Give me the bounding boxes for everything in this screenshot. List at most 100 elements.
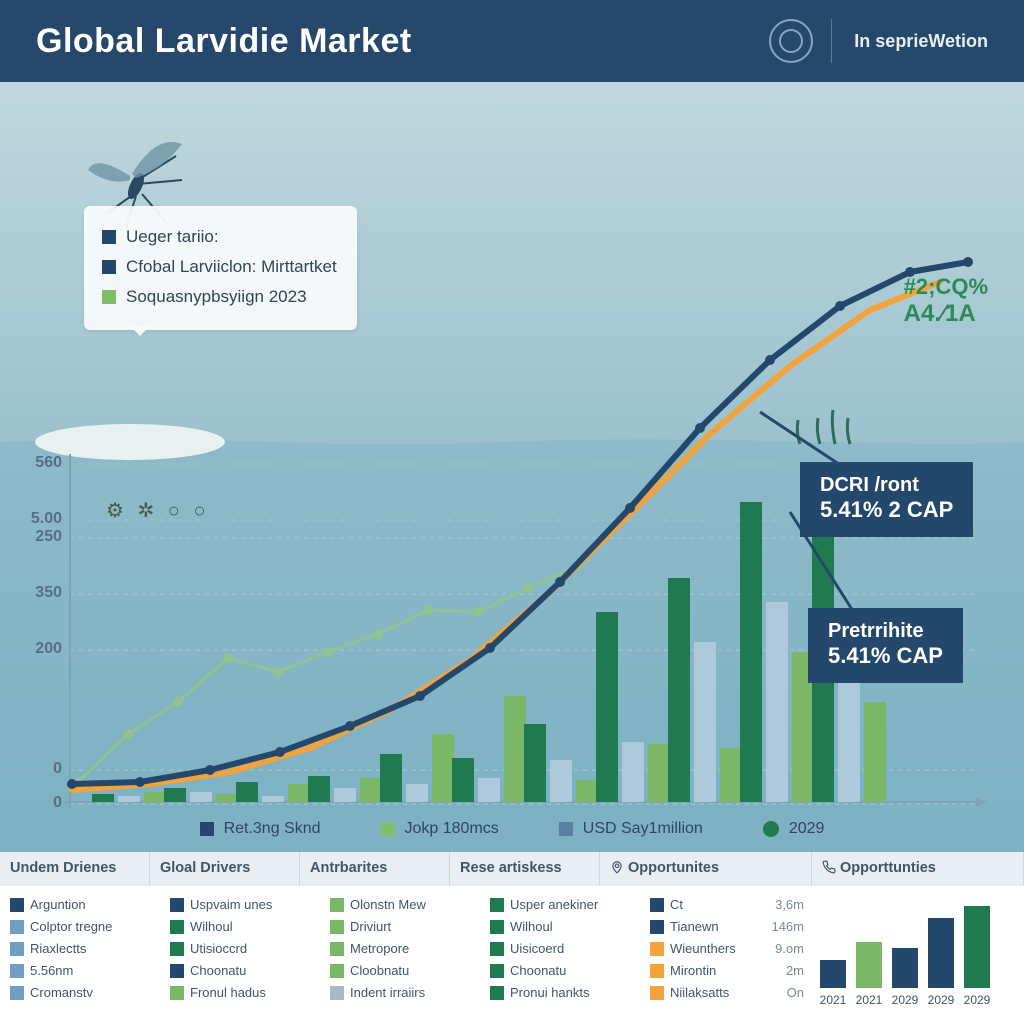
page-title: Global Larvidie Market [36, 22, 769, 61]
cagr-annotation: #2;CQ% A4.⁄1A [904, 274, 988, 328]
legend-item: Ret.3ng Sknd [200, 820, 321, 838]
cell-value: 9.om [775, 938, 804, 960]
legend-text: 2029 [789, 820, 825, 838]
svg-text:2029: 2029 [928, 993, 955, 1007]
swatch-icon [490, 898, 504, 912]
cell-label: Driviurt [350, 916, 391, 938]
swatch-icon [170, 986, 184, 1000]
cell-label: Cloobnatu [350, 960, 409, 982]
cell-label: Indent irraiirs [350, 982, 425, 1004]
cell-value: 3,6m [775, 894, 804, 916]
y-tick-label: 350 [22, 584, 62, 602]
legend-swatch [559, 822, 573, 836]
swatch-icon [330, 942, 344, 956]
footer-tab[interactable]: Opportunites [600, 852, 812, 886]
swatch-icon [330, 898, 344, 912]
legend-swatch [381, 822, 395, 836]
footer-cell: Wilhoul [170, 916, 324, 938]
swatch-icon [650, 964, 664, 978]
cell-value: On [787, 982, 804, 1004]
y-tick-label: 200 [22, 640, 62, 658]
legend-swatch [200, 822, 214, 836]
footer-cell: Choonatu [170, 960, 324, 982]
footer-cell: Choonatu [490, 960, 644, 982]
svg-text:2029: 2029 [964, 993, 991, 1007]
footer-column: Ct 3,6m Tianewn 146mWieunthers9.omMirontin2… [650, 894, 804, 1013]
footer-cell: Arguntion [10, 894, 164, 916]
svg-text:2021: 2021 [820, 993, 847, 1007]
swatch-icon [170, 942, 184, 956]
swatch-icon [490, 920, 504, 934]
cell-label: Riaxlectts [30, 938, 86, 960]
legend-swatch [102, 230, 116, 244]
brand-text: In seprieWetion [854, 31, 988, 52]
footer-cell: Wieunthers9.om [650, 938, 804, 960]
legend-dot [763, 821, 779, 837]
larvae-icon-row: ⚙ ✲ ○ ○ [106, 498, 210, 523]
footer-cell: Colptor tregne [10, 916, 164, 938]
footer-cell: Tianewn 146m [650, 916, 804, 938]
cell-value: 2m [786, 960, 804, 982]
footer-cell: Pronui hankts [490, 982, 644, 1004]
footer-tab[interactable]: Gloal Drivers [150, 852, 300, 886]
cell-value: 146m [771, 916, 804, 938]
swatch-icon [330, 964, 344, 978]
footer-cell: Wilhoul [490, 916, 644, 938]
cell-label: Tianewn [670, 916, 719, 938]
footer-tab[interactable]: Undem Drienes [0, 852, 150, 886]
footer: Undem DrienesGloal DriversAntrbaritesRes… [0, 852, 1024, 1024]
legend-item: 2029 [763, 820, 825, 838]
swatch-icon [490, 942, 504, 956]
cell-label: Uisicoerd [510, 938, 564, 960]
legend-box: Ueger tariio:Cfobal Larviiclon: Mirttart… [84, 206, 357, 330]
cell-label: Niilaksatts [670, 982, 729, 1004]
legend-swatch [102, 290, 116, 304]
swatch-icon [10, 942, 24, 956]
footer-column: Uspvaim unesWilhoulUtisioccrdChoonatuFro… [170, 894, 324, 1013]
y-tick-label: 5.00 [22, 510, 62, 528]
footer-column: Olonstn MewDriviurtMetroporeCloobnatuInd… [330, 894, 484, 1013]
callout-1-title: DCRI /ront [820, 474, 953, 497]
footer-cell: Cromanstv [10, 982, 164, 1004]
legend-item: USD Say1million [559, 820, 703, 838]
swatch-icon [650, 920, 664, 934]
swatch-icon [650, 942, 664, 956]
cell-label: Wilhoul [510, 916, 553, 938]
footer-cell: Uisicoerd [490, 938, 644, 960]
swatch-icon [490, 986, 504, 1000]
cell-label: Usper anekiner [510, 894, 598, 916]
callout-2-title: Pretrrihite [828, 620, 943, 643]
swatch-icon [10, 964, 24, 978]
footer-tab[interactable]: Opporttunties [812, 852, 1024, 886]
svg-text:2021: 2021 [856, 993, 883, 1007]
callout-2-body: 5.41% CAP [828, 643, 943, 669]
cell-label: Ct [670, 894, 683, 916]
footer-cell: Olonstn Mew [330, 894, 484, 916]
footer-cell: Indent irraiirs [330, 982, 484, 1004]
swatch-icon [170, 920, 184, 934]
swatch-icon [170, 964, 184, 978]
footer-tab[interactable]: Antrbarites [300, 852, 450, 886]
footer-cell: Metropore [330, 938, 484, 960]
y-tick-label: 250 [22, 528, 62, 546]
footer-tab[interactable]: Rese artiskess [450, 852, 600, 886]
cell-label: Choonatu [190, 960, 246, 982]
cagr-l1: #2;CQ% [904, 274, 988, 300]
legend-row: Soquasnypbsyiign 2023 [102, 282, 337, 312]
cell-label: Uspvaim unes [190, 894, 272, 916]
cell-label: Metropore [350, 938, 409, 960]
legend-text: Jokp 180mcs [405, 820, 499, 838]
footer-cell: Fronul hadus [170, 982, 324, 1004]
footer-column: Usper anekinerWilhoulUisicoerdChoonatuPr… [490, 894, 644, 1013]
swatch-icon [330, 986, 344, 1000]
footer-cell: Cloobnatu [330, 960, 484, 982]
callout-1: DCRI /ront 5.41% 2 CAP [800, 462, 973, 537]
footer-cell: 5.56nm [10, 960, 164, 982]
cell-label: Fronul hadus [190, 982, 266, 1004]
swatch-icon [10, 898, 24, 912]
footer-cell: Mirontin2m [650, 960, 804, 982]
legend-text: Ret.3ng Sknd [224, 820, 321, 838]
cell-label: Arguntion [30, 894, 86, 916]
footer-cell: Uspvaim unes [170, 894, 324, 916]
main-chart: Ueger tariio:Cfobal Larviiclon: Mirttart… [0, 82, 1024, 852]
